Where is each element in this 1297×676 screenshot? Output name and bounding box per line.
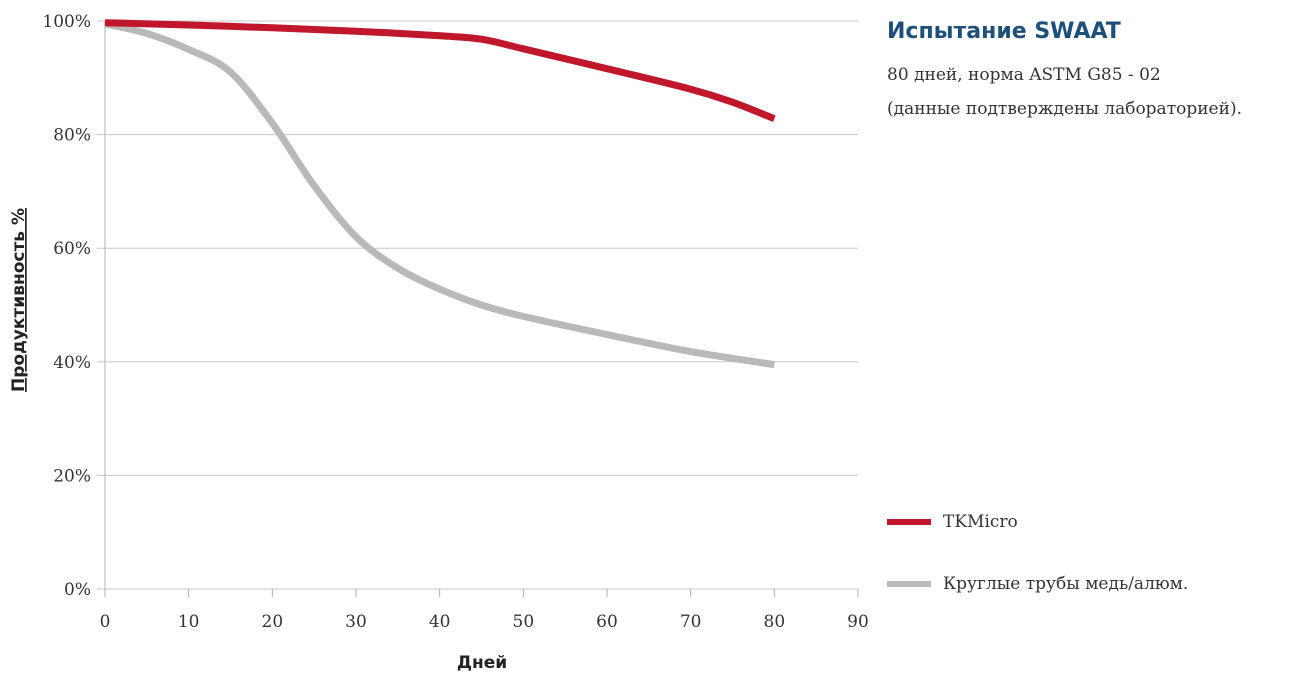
y-tick-label: 80% [53,126,91,146]
axes [104,21,859,597]
y-tick-label: 20% [53,466,91,486]
chart-title: Испытание SWAAT [887,19,1121,44]
y-tick-label: 60% [53,239,91,259]
x-tick-label: 0 [100,612,111,632]
series-line-tkmicro [104,19,776,122]
legend-item-tkmicro: TKMicro [887,512,1018,532]
lab-note: (данные подтверждены лабораторией). [887,99,1242,119]
line-chart: 0% 20% 40% 60% 80% 100% 0 10 20 30 40 50 60 70 80 90 Дн… [9,12,869,673]
y-tick-label: 0% [64,580,91,600]
x-tick-label: 60 [596,612,618,632]
tick-labels: 0% 20% 40% 60% 80% 100% 0 10 20 30 40 50 60 70 80 90 [42,12,868,632]
legend-item-round-tubes: Круглые трубы медь/алюм. [887,574,1188,594]
legend-label-round-tubes: Круглые трубы медь/алюм. [943,574,1189,594]
x-tick-label: 10 [178,612,200,632]
grid-lines [97,20,858,590]
x-tick-label: 90 [847,612,869,632]
x-tick-label: 30 [345,612,367,632]
y-tick-label: 40% [53,353,91,373]
series-lines [104,19,776,369]
y-tick-label: 100% [42,12,91,32]
test-description: 80 дней, норма ASTM G85 - 02 [887,65,1161,85]
x-axis-title: Дней [457,653,507,673]
x-tick-label: 80 [764,612,786,632]
series-line-round-tubes [104,20,775,369]
x-tick-label: 70 [680,612,702,632]
legend-swatch-tkmicro [887,519,931,525]
info-panel: Испытание SWAAT 80 дней, норма ASTM G85 … [887,16,1292,126]
x-tick-label: 40 [429,612,451,632]
y-axis-title: Продуктивность % [9,208,29,392]
legend-label-tkmicro: TKMicro [943,512,1018,532]
x-tick-label: 20 [262,612,284,632]
legend-swatch-round-tubes [887,581,931,587]
x-tick-label: 50 [513,612,535,632]
